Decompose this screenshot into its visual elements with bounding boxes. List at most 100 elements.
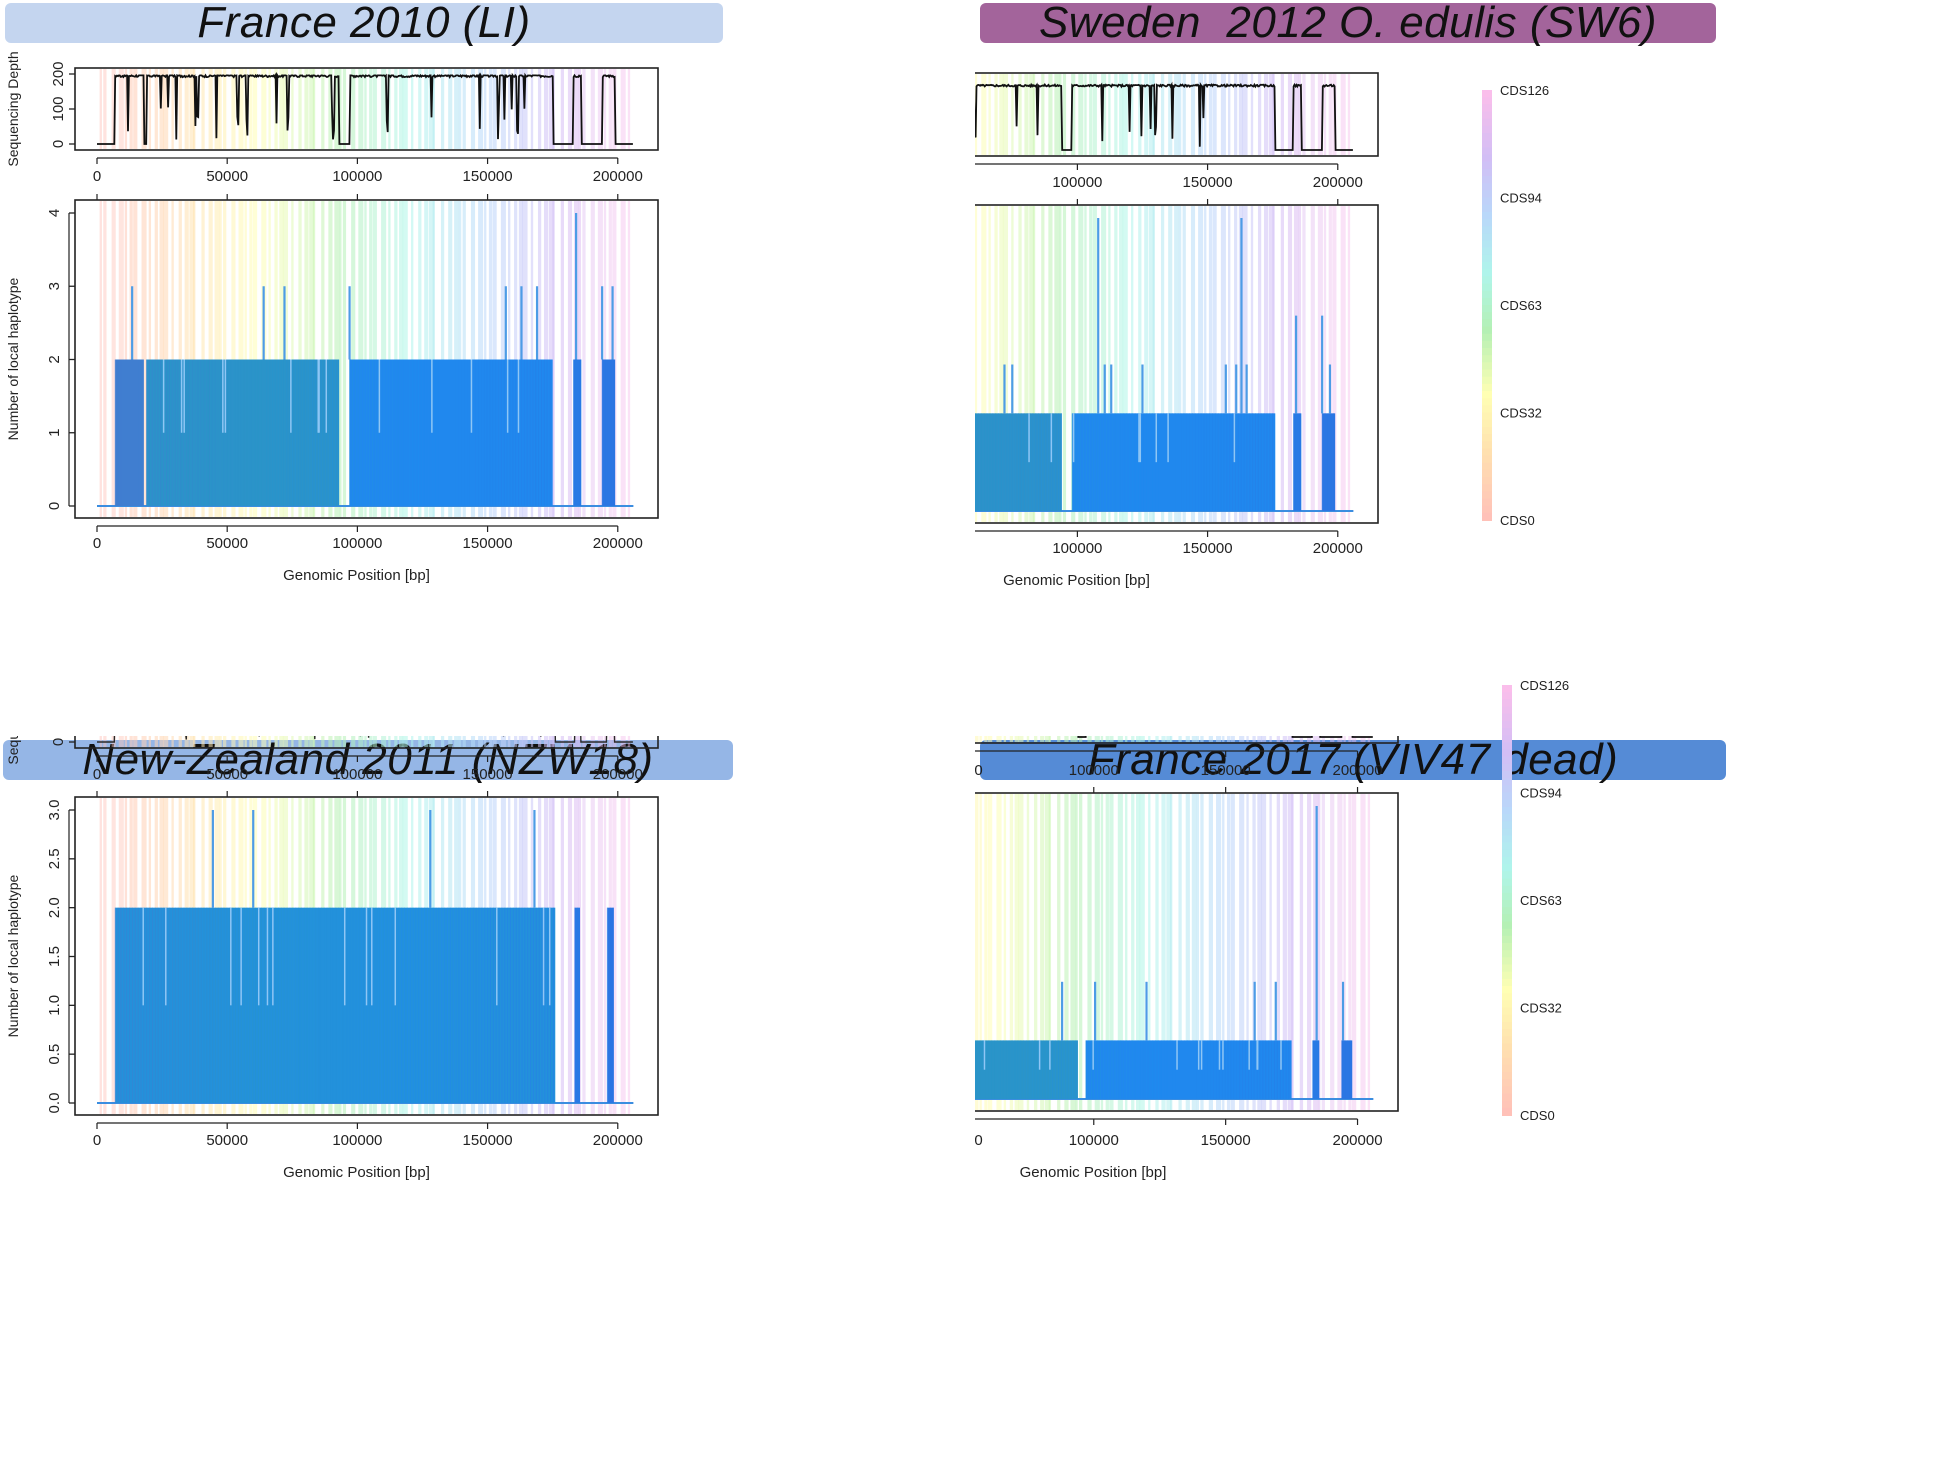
cds-band xyxy=(399,798,404,1114)
cds-band xyxy=(987,794,993,1110)
cds-band xyxy=(312,201,316,517)
cds-band xyxy=(201,201,205,517)
cds-band xyxy=(312,69,316,149)
cds-band xyxy=(1119,206,1124,522)
cds-band xyxy=(111,69,116,149)
legend-color-swatch xyxy=(1502,986,1512,995)
cds-band xyxy=(590,201,595,517)
cds-band xyxy=(1057,794,1061,1110)
x-tick-label: 0 xyxy=(93,1132,101,1149)
legend-color-swatch xyxy=(1482,125,1492,134)
cds-band xyxy=(193,69,196,149)
cds-band xyxy=(1268,74,1274,155)
legend-color-swatch xyxy=(1482,419,1492,428)
legend-color-swatch xyxy=(1482,254,1492,263)
cds-band xyxy=(1208,74,1213,155)
cds-band xyxy=(530,798,534,1114)
cds-band xyxy=(1064,794,1069,1110)
cds-band xyxy=(979,794,982,1110)
cds-band xyxy=(567,69,573,149)
legend-color-swatch xyxy=(1482,383,1492,392)
cds-band xyxy=(1155,794,1159,1110)
cds-band xyxy=(492,201,497,517)
legend-color-swatch xyxy=(1482,219,1492,228)
cds-band xyxy=(1135,794,1141,1110)
legend-color-swatch xyxy=(1482,376,1492,385)
cds-band xyxy=(231,69,236,149)
legend-color-swatch xyxy=(1502,914,1512,923)
legend-color-swatch xyxy=(1502,1043,1512,1052)
legend-color-swatch xyxy=(1482,312,1492,321)
cds-band xyxy=(1087,794,1092,1110)
cds-band xyxy=(428,201,435,517)
cds-band xyxy=(279,798,284,1114)
cds-band xyxy=(193,798,196,1114)
cds-band xyxy=(440,69,445,149)
legend-color-swatch xyxy=(1482,197,1492,206)
cds-band xyxy=(274,201,278,517)
cds-band xyxy=(1228,206,1231,522)
cds-band xyxy=(1220,74,1226,155)
cds-band xyxy=(1332,74,1337,155)
legend-color-swatch xyxy=(1482,161,1492,170)
cds-band xyxy=(1078,794,1083,1110)
haplotype-bar xyxy=(1072,413,1276,511)
legend-color-swatch xyxy=(1482,183,1492,192)
cds-bands xyxy=(975,206,1351,522)
cds-band xyxy=(1323,206,1327,522)
cds-band xyxy=(399,69,404,149)
cds-band xyxy=(1144,74,1149,155)
y-tick-label: 0.0 xyxy=(46,1093,63,1114)
plot-frame xyxy=(74,199,659,519)
cds-band xyxy=(552,798,555,1114)
legend-color-swatch xyxy=(1482,269,1492,278)
cds-band xyxy=(620,69,626,149)
cds-band xyxy=(124,201,128,517)
cds-band xyxy=(1299,794,1304,1110)
legend-label: CDS94 xyxy=(1520,786,1562,801)
cds-band xyxy=(543,201,549,517)
cds-band xyxy=(1174,74,1180,155)
cds-band xyxy=(488,201,493,517)
cds-band xyxy=(608,798,612,1114)
cds-band xyxy=(1185,794,1190,1110)
cds-band xyxy=(184,69,189,149)
cds-band xyxy=(582,201,586,517)
cds-band xyxy=(500,69,506,149)
cds-band xyxy=(103,69,107,149)
cds-band xyxy=(358,69,364,149)
cds-band xyxy=(372,798,377,1114)
cds-band xyxy=(339,798,342,1114)
x-tick-label: 200000 xyxy=(1313,540,1363,557)
haplotype-bar xyxy=(1341,1040,1353,1099)
cds-band xyxy=(399,201,404,517)
cds-band xyxy=(411,798,414,1114)
cds-band xyxy=(1246,794,1249,1110)
cds-band xyxy=(1204,74,1207,155)
cds-band xyxy=(975,794,979,1110)
panel-title-banner: France 2010 (LI) xyxy=(5,0,723,47)
cds-band xyxy=(339,201,342,517)
cds-band xyxy=(1075,794,1078,1110)
cds-band xyxy=(1092,206,1097,522)
cds-band xyxy=(462,798,466,1114)
cds-band xyxy=(99,201,102,517)
cds-band xyxy=(1168,206,1173,522)
cds-band xyxy=(184,201,189,517)
legend-color-swatch xyxy=(1482,434,1492,443)
cds-band xyxy=(219,201,222,517)
cds-band xyxy=(458,201,462,517)
y-tick-label: 200 xyxy=(50,61,67,86)
cds-band xyxy=(440,798,445,1114)
cds-band xyxy=(282,69,288,149)
legend-color-swatch xyxy=(1502,792,1512,801)
cds-band xyxy=(1332,206,1337,522)
cds-band xyxy=(488,69,493,149)
cds-band xyxy=(1125,794,1128,1110)
cds-band xyxy=(597,201,603,517)
depth-chart: 0150300Sequencing Depth05000010000015000… xyxy=(975,736,1399,1181)
y-tick-label: 1.5 xyxy=(46,946,63,967)
cds-band xyxy=(1310,206,1315,522)
cds-band xyxy=(402,201,408,517)
cds-band xyxy=(1328,206,1332,522)
